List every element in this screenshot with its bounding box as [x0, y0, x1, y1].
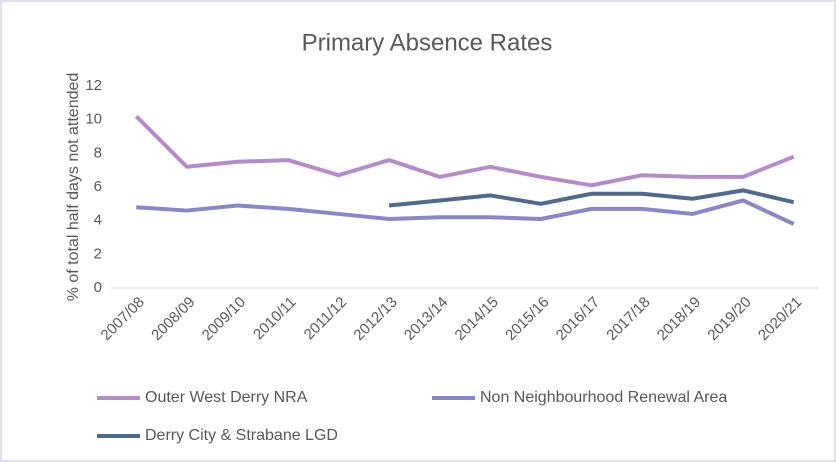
chart-title: Primary Absence Rates — [302, 29, 553, 56]
legend-label: Derry City & Strabane LGD — [145, 427, 338, 444]
series-line — [388, 188, 795, 208]
y-tick-label: 2 — [94, 245, 102, 262]
y-tick-label: 12 — [85, 77, 102, 94]
y-tick-label: 8 — [94, 144, 102, 161]
legend-label: Outer West Derry NRA — [145, 389, 308, 406]
y-tick-label: 0 — [94, 279, 102, 296]
y-axis-label: % of total half days not attended — [65, 73, 82, 302]
series-line — [134, 114, 795, 188]
series-line — [136, 198, 795, 226]
y-tick-label: 4 — [94, 212, 102, 229]
legend-label: Non Neighbourhood Renewal Area — [480, 389, 727, 406]
y-tick-label: 10 — [85, 111, 102, 128]
y-tick-label: 6 — [94, 178, 102, 195]
